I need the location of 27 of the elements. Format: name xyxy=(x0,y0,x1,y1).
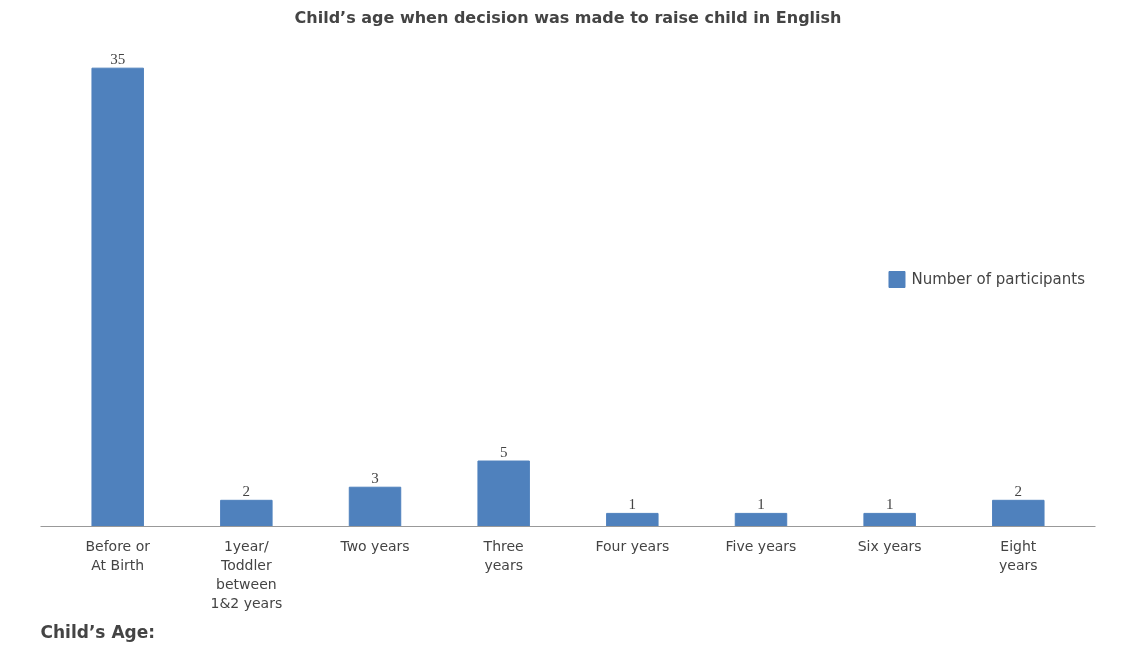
bar xyxy=(734,512,788,527)
data-label: 1 xyxy=(885,496,894,513)
x-tick-label: Three years xyxy=(482,537,524,573)
x-tick-label: Two years xyxy=(339,537,410,554)
bar xyxy=(606,512,659,527)
bar xyxy=(220,499,273,527)
x-tick-label: Four years xyxy=(595,537,670,554)
data-label: 3 xyxy=(371,470,379,487)
x-tick-label: Five years xyxy=(725,537,797,554)
x-axis-title: Child’s Age: xyxy=(40,621,156,642)
bar xyxy=(992,499,1045,527)
data-label: 2 xyxy=(242,483,251,500)
x-tick-label: Eight years xyxy=(999,537,1038,573)
bar xyxy=(91,67,144,527)
bar xyxy=(477,460,530,527)
data-label: 1 xyxy=(628,496,637,513)
legend-label: Number of participants xyxy=(911,269,1085,288)
x-tick-label: Before or At Birth xyxy=(85,537,151,573)
data-label: 35 xyxy=(110,51,126,68)
data-label: 5 xyxy=(499,444,508,461)
x-tick-label: Six years xyxy=(857,537,922,554)
data-label: 1 xyxy=(757,496,765,513)
chart-title: Child’s age when decision was made to raise child in English xyxy=(294,7,842,27)
bar xyxy=(348,486,402,527)
x-tick-label: 1year/ Toddler between 1&2 years xyxy=(210,537,283,612)
data-label: 2 xyxy=(1014,483,1023,500)
bar xyxy=(863,512,916,527)
